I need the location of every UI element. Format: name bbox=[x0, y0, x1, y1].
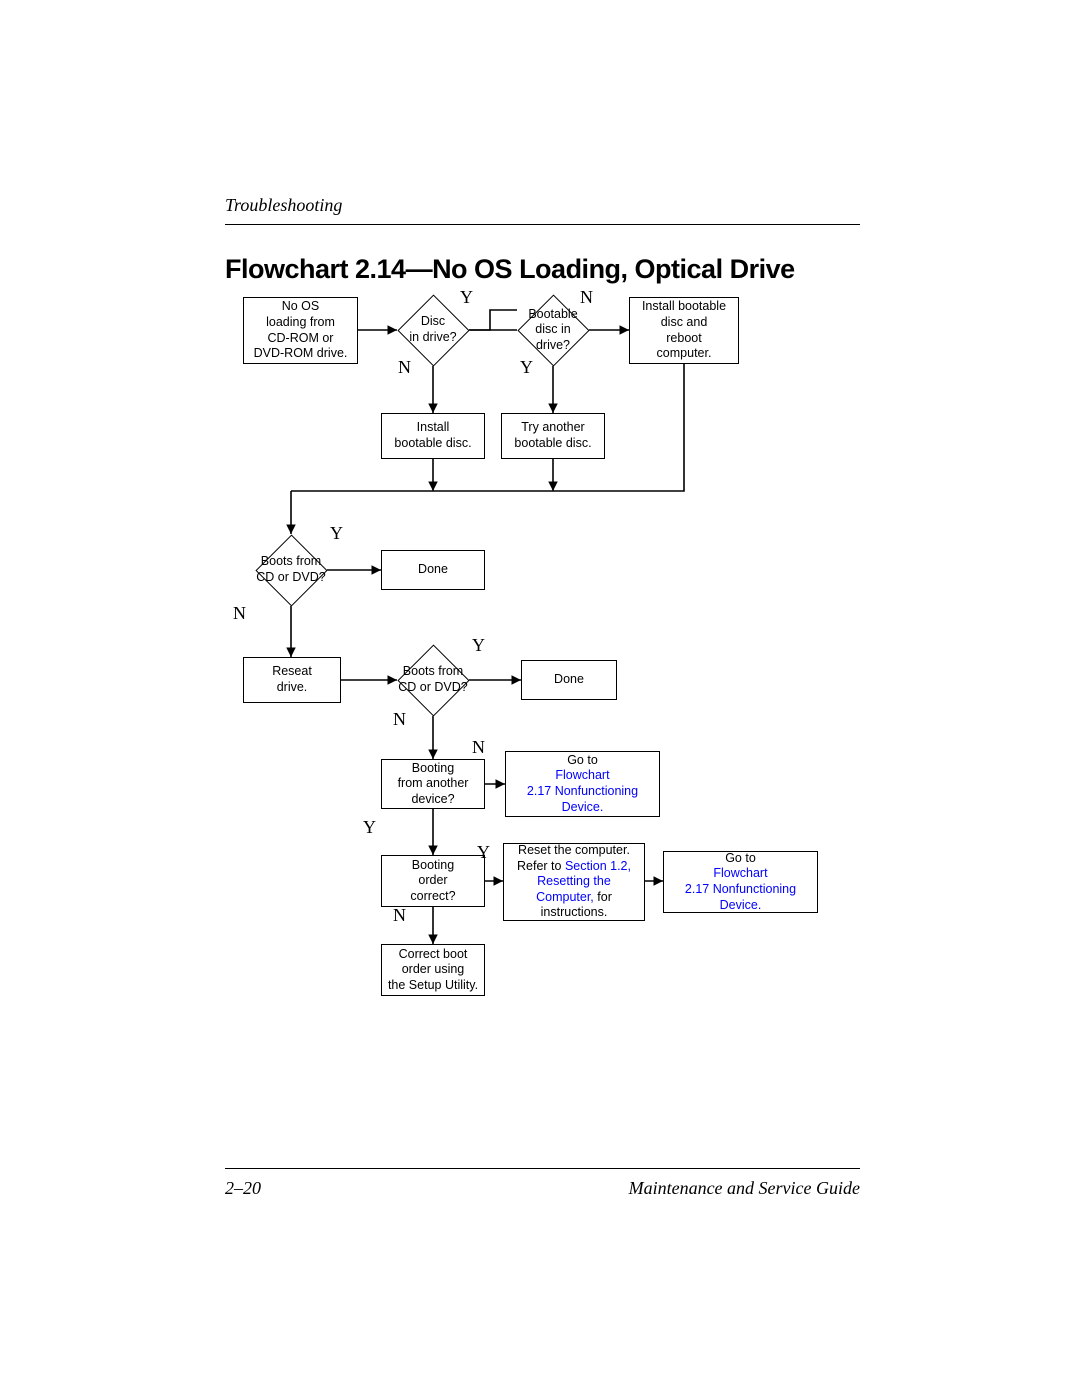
label-boots2-Y: Y bbox=[472, 635, 485, 656]
running-header: Troubleshooting bbox=[225, 195, 342, 216]
node-reseat: Reseatdrive. bbox=[243, 657, 341, 703]
node-install-reboot: Install bootabledisc andrebootcomputer. bbox=[629, 297, 739, 364]
node-start: No OSloading fromCD-ROM orDVD-ROM drive. bbox=[243, 297, 358, 364]
node-boots2: Boots fromCD or DVD? bbox=[397, 644, 469, 716]
goto2-link[interactable]: Flowchart2.17 NonfunctioningDevice. bbox=[685, 866, 796, 911]
footer-title: Maintenance and Service Guide bbox=[629, 1178, 860, 1199]
flowchart: No OSloading fromCD-ROM orDVD-ROM drive.… bbox=[225, 295, 860, 1155]
node-bootable-disc: Bootabledisc indrive? bbox=[517, 294, 589, 366]
label-boot-Y: Y bbox=[520, 357, 533, 378]
node-try-another: Try anotherbootable disc. bbox=[501, 413, 605, 459]
document-page: Troubleshooting Flowchart 2.14—No OS Loa… bbox=[0, 0, 1080, 1397]
node-goto-217-b: Go to Flowchart2.17 NonfunctioningDevice… bbox=[663, 851, 818, 913]
goto1-plain: Go to bbox=[567, 753, 598, 767]
node-goto-217-a: Go to Flowchart2.17 NonfunctioningDevice… bbox=[505, 751, 660, 817]
header-rule bbox=[225, 224, 860, 225]
label-disc-N: N bbox=[398, 357, 411, 378]
label-boot-N: N bbox=[580, 287, 593, 308]
node-reset-computer: Reset the computer.Refer to Section 1.2,… bbox=[503, 843, 645, 921]
node-disc-in-drive: Discin drive? bbox=[397, 294, 469, 366]
node-boots1: Boots fromCD or DVD? bbox=[255, 534, 327, 606]
label-order-N: N bbox=[393, 905, 406, 926]
label-boots1-N: N bbox=[233, 603, 246, 624]
page-number: 2–20 bbox=[225, 1178, 261, 1199]
node-done2: Done bbox=[521, 660, 617, 700]
label-boots2-N: N bbox=[393, 709, 406, 730]
page-title: Flowchart 2.14—No OS Loading, Optical Dr… bbox=[225, 254, 795, 285]
label-order-Y: Y bbox=[477, 842, 490, 863]
label-bootdev-N: N bbox=[472, 737, 485, 758]
node-install-bootable: Installbootable disc. bbox=[381, 413, 485, 459]
footer-rule bbox=[225, 1168, 860, 1169]
label-disc-Y: Y bbox=[460, 287, 473, 308]
goto1-link[interactable]: Flowchart2.17 NonfunctioningDevice. bbox=[527, 768, 638, 813]
node-booting-device: Bootingfrom anotherdevice? bbox=[381, 759, 485, 809]
goto2-plain: Go to bbox=[725, 851, 756, 865]
label-bootdev-Y: Y bbox=[363, 817, 376, 838]
node-done1: Done bbox=[381, 550, 485, 590]
node-correct-boot: Correct bootorder usingthe Setup Utility… bbox=[381, 944, 485, 996]
label-boots1-Y: Y bbox=[330, 523, 343, 544]
node-booting-order: Bootingordercorrect? bbox=[381, 855, 485, 907]
